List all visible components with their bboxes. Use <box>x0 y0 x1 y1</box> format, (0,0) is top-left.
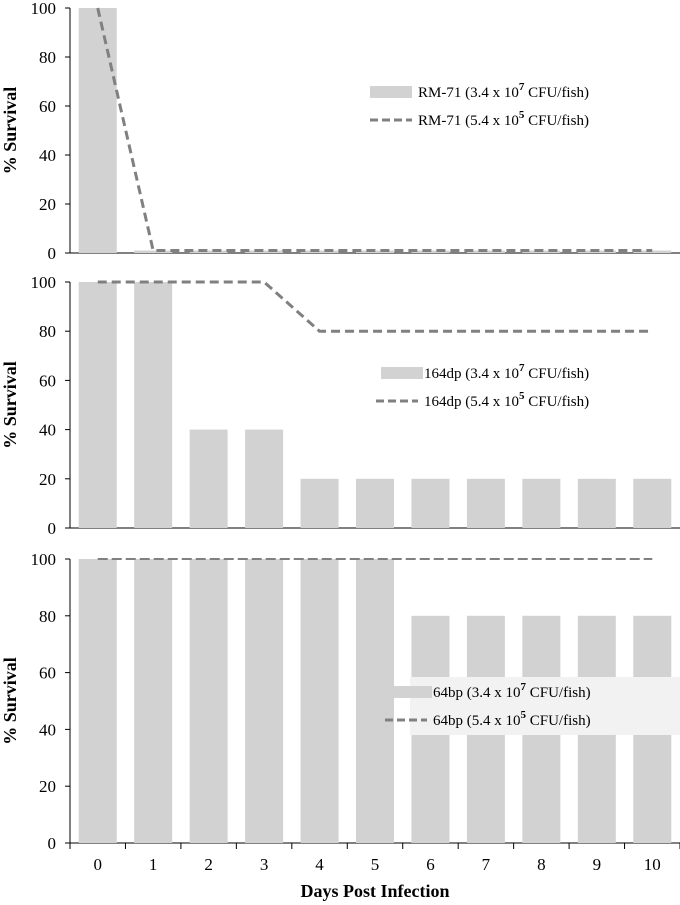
legend-swatch <box>370 86 412 98</box>
y-tick-label: 40 <box>39 146 56 165</box>
panel-1: 0 20 40 60 80 100 % Survival RM-71 (3.4 x 107 C… <box>0 0 680 263</box>
x-tick-label: 6 <box>426 855 435 874</box>
survival-line <box>96 7 653 253</box>
bar <box>189 559 228 843</box>
y-axis-title: % Survival <box>0 87 20 175</box>
x-tick-label: 7 <box>482 855 491 874</box>
bar <box>134 559 173 843</box>
y-axis-title: % Survival <box>0 361 20 449</box>
bar <box>189 250 228 253</box>
bar <box>134 282 173 528</box>
bar <box>134 250 173 253</box>
x-tick-label: 4 <box>315 855 324 874</box>
bar <box>189 429 228 528</box>
bar <box>466 478 505 528</box>
y-tick-label: 20 <box>39 470 56 489</box>
y-tick-label: 80 <box>39 48 56 67</box>
y-tick-label: 0 <box>48 519 57 538</box>
bar <box>245 429 284 528</box>
x-tick-label: 8 <box>537 855 546 874</box>
bar <box>300 559 339 843</box>
legend-label: 64bp (5.4 x 105 CFU/fish) <box>433 709 591 729</box>
legend-label: 164dp (3.4 x 107 CFU/fish) <box>424 362 589 382</box>
y-tick-label: 20 <box>39 777 56 796</box>
y-tick-label: 20 <box>39 195 56 214</box>
bar <box>411 478 450 528</box>
panel-2: 0 20 40 60 80 100 % Survival 164dp (3.4 x 107 C… <box>0 273 680 538</box>
bar <box>78 282 117 528</box>
bar <box>300 478 339 528</box>
y-tick-label: 60 <box>39 97 56 116</box>
x-tick-label: 2 <box>204 855 213 874</box>
y-tick-label: 80 <box>39 607 56 626</box>
x-tick-label: 10 <box>644 855 661 874</box>
y-tick-label: 40 <box>39 421 56 440</box>
legend-swatch <box>381 367 423 379</box>
legend-swatch <box>390 686 432 698</box>
bar <box>245 250 284 253</box>
survival-line <box>97 280 653 333</box>
bar <box>245 559 284 843</box>
y-tick-label: 0 <box>48 834 57 853</box>
y-tick-label: 40 <box>39 720 56 739</box>
x-tick-label: 3 <box>260 855 269 874</box>
y-tick-label: 100 <box>31 273 57 292</box>
bar <box>78 8 117 253</box>
legend-label: RM-71 (5.4 x 105 CFU/fish) <box>418 109 589 129</box>
bar <box>356 478 394 528</box>
x-axis-title: Days Post Infection <box>301 881 450 901</box>
bar <box>78 559 117 843</box>
y-tick-label: 80 <box>39 322 56 341</box>
y-tick-label: 0 <box>48 244 57 263</box>
y-tick-label: 100 <box>31 0 57 18</box>
x-tick-label: 9 <box>593 855 602 874</box>
x-tick-label: 0 <box>93 855 102 874</box>
y-tick-label: 100 <box>31 550 57 569</box>
bar <box>633 478 672 528</box>
y-axis-title: % Survival <box>0 657 20 745</box>
legend-label: RM-71 (3.4 x 107 CFU/fish) <box>418 81 589 101</box>
y-tick-label: 60 <box>39 371 56 390</box>
legend-label: 64bp (3.4 x 107 CFU/fish) <box>433 681 591 701</box>
bar <box>522 478 561 528</box>
bar <box>300 250 339 253</box>
x-tick-label: 5 <box>371 855 380 874</box>
y-tick-label: 60 <box>39 664 56 683</box>
bar <box>356 559 394 843</box>
legend-box <box>410 677 680 735</box>
bar <box>577 478 616 528</box>
legend-label: 164dp (5.4 x 105 CFU/fish) <box>424 390 589 410</box>
x-tick-label: 1 <box>149 855 158 874</box>
